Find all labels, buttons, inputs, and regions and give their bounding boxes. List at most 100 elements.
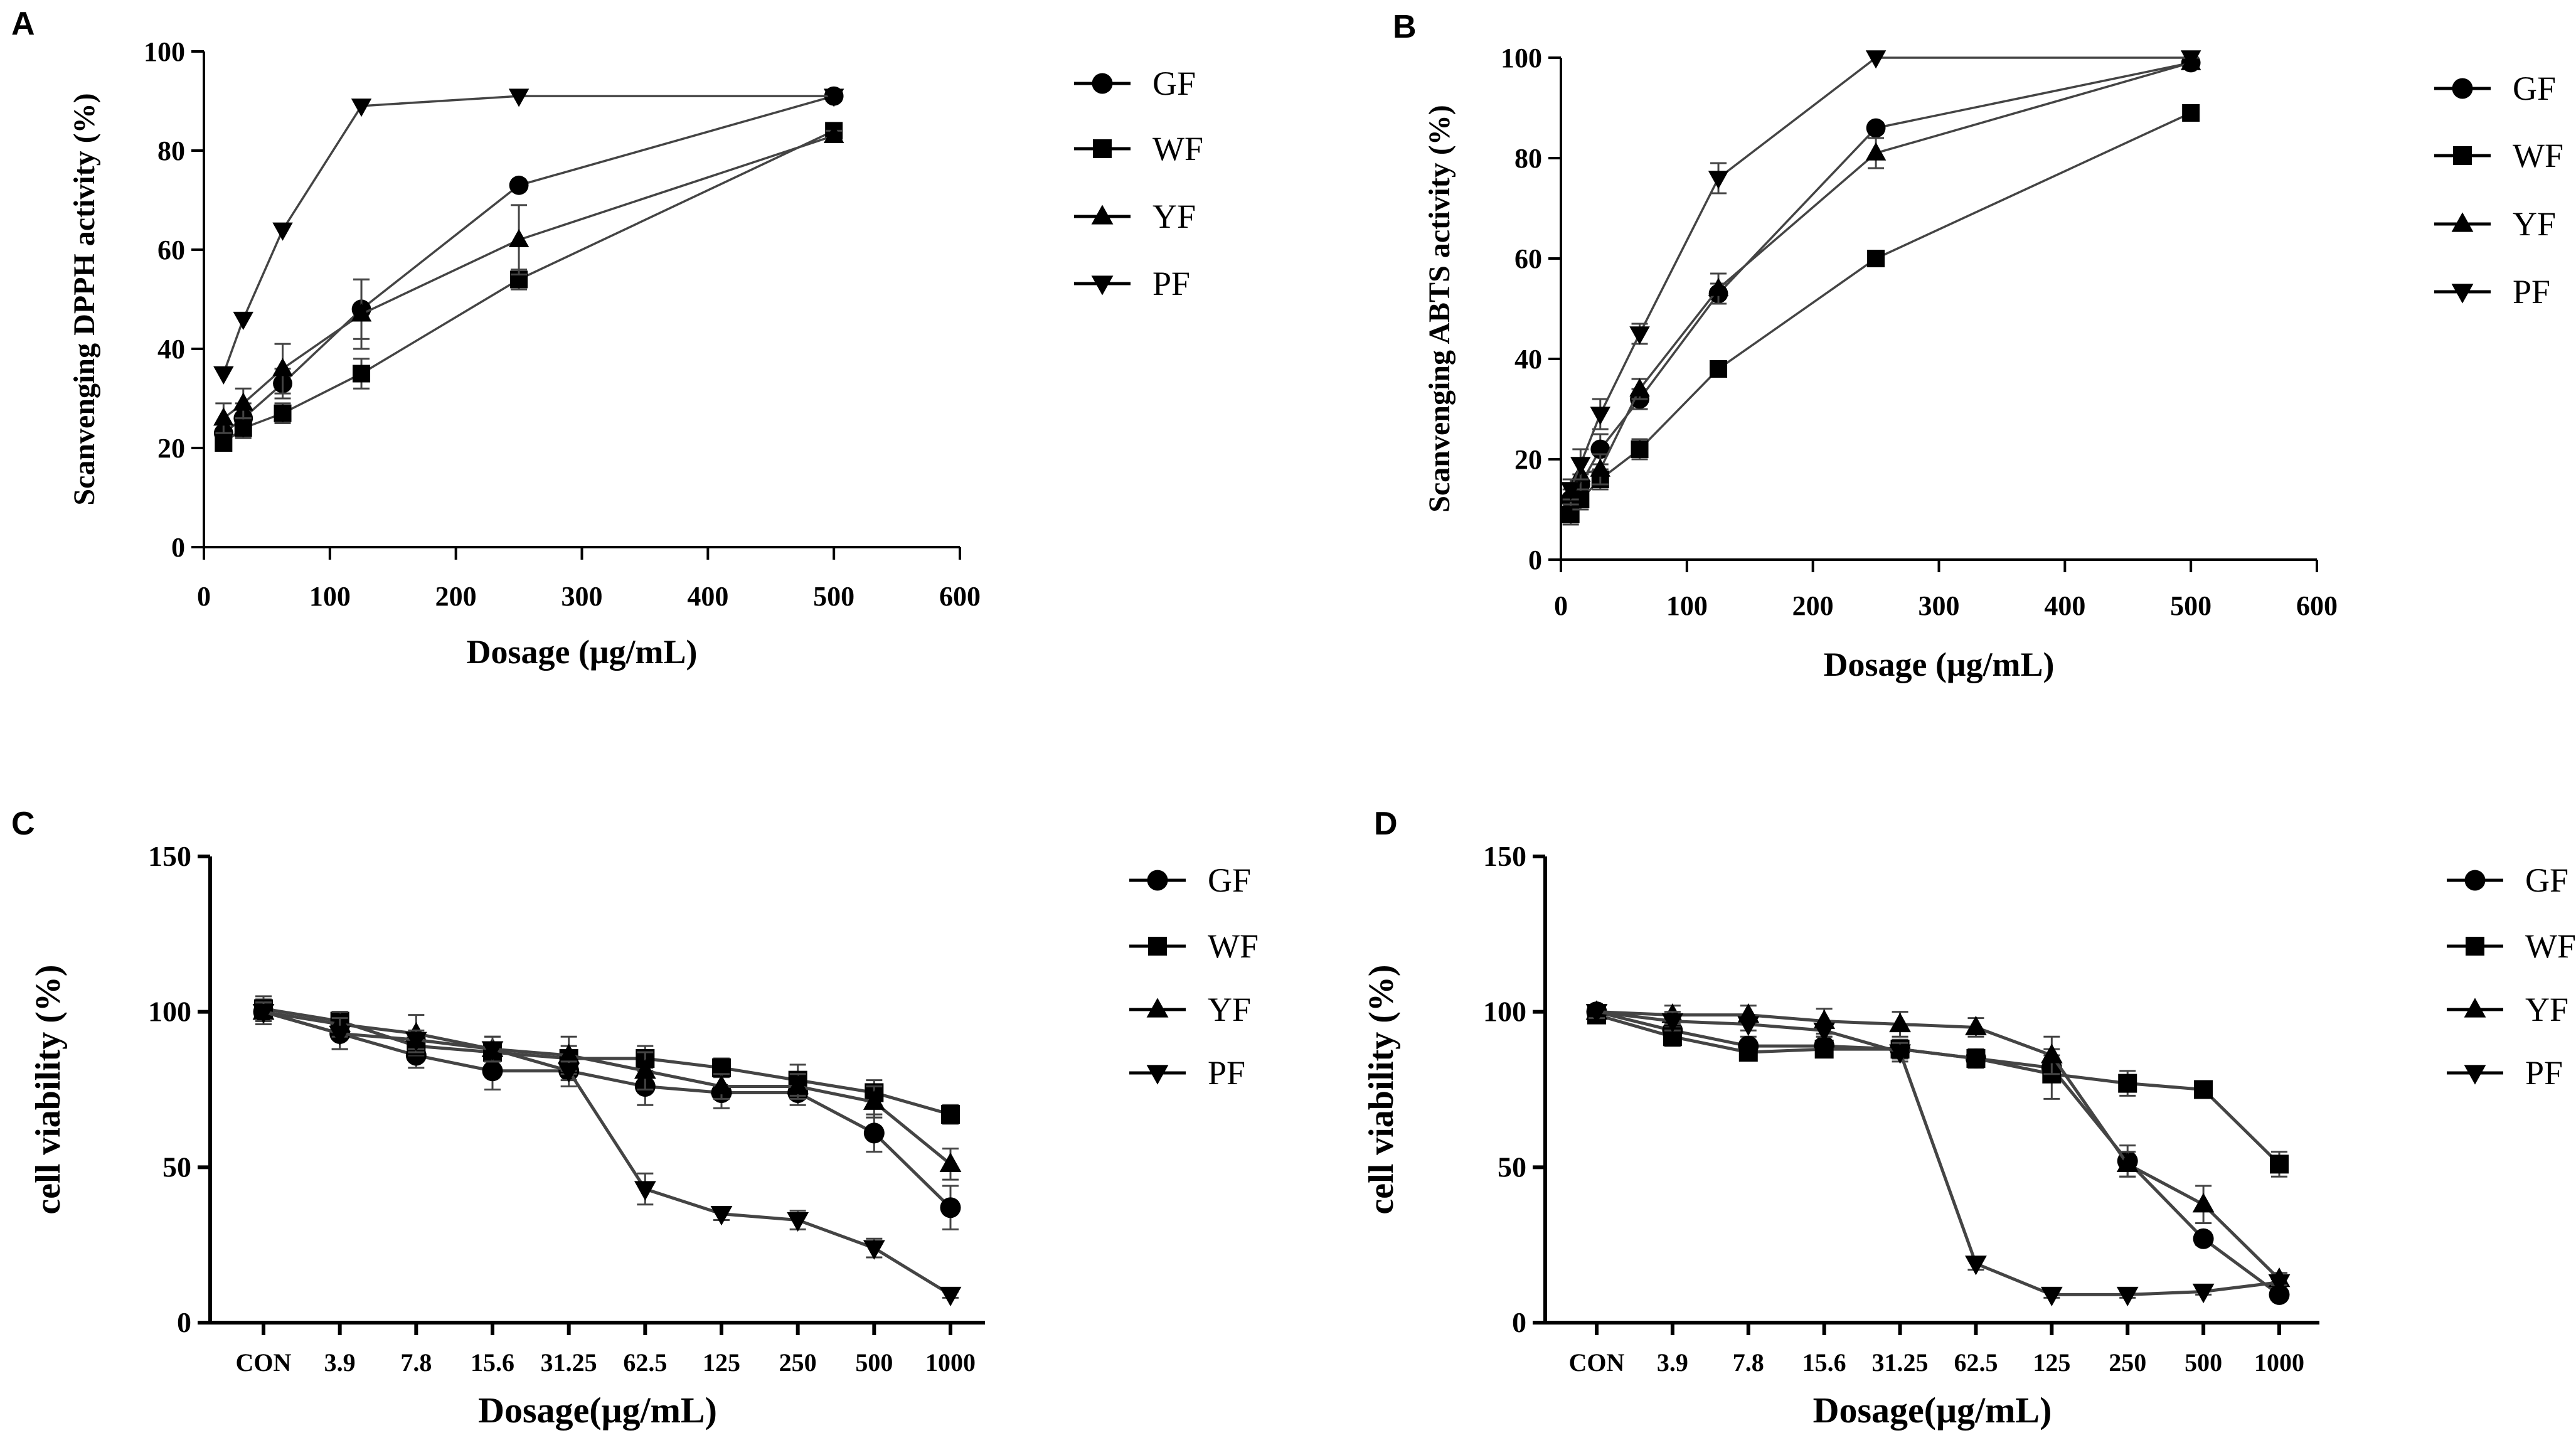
series-line: [1596, 1010, 2281, 1281]
x-tick-label: 62.5: [1954, 1348, 1998, 1377]
legend-marker: [2464, 870, 2486, 891]
data-point: [558, 1063, 580, 1083]
y-tick-label: 100: [144, 36, 185, 67]
data-point: [213, 407, 234, 426]
y-tick-label: 80: [157, 136, 185, 166]
data-point: [1710, 360, 1728, 378]
y-tick-label: 60: [157, 235, 185, 265]
x-axis-label: Dosage(μg/mL): [478, 1390, 717, 1431]
data-point: [215, 434, 233, 452]
data-point: [1865, 142, 1887, 161]
y-tick-label: 80: [1514, 143, 1542, 174]
legend-marker: [1148, 937, 1167, 956]
y-tick-label: 40: [1514, 344, 1542, 375]
x-axis-label: Dosage(μg/mL): [1813, 1390, 2052, 1431]
y-tick-label: 50: [162, 1151, 191, 1183]
legend-label: PF: [1152, 265, 1190, 302]
data-point: [823, 124, 844, 144]
legend-marker: [1146, 1065, 1169, 1085]
x-tick-label: 250: [779, 1348, 817, 1377]
series-line: [1570, 112, 2191, 515]
data-point: [351, 99, 372, 117]
data-point: [481, 1041, 504, 1061]
legend-label: YF: [1152, 198, 1196, 235]
data-point: [863, 1090, 885, 1110]
x-tick-label: CON: [236, 1348, 292, 1377]
series-line: [1596, 1010, 2280, 1296]
x-tick-label: 62.5: [623, 1348, 667, 1377]
x-tick-label: 15.6: [471, 1348, 514, 1377]
legend-entry-pf: PF: [1129, 1054, 1245, 1092]
legend-entry-pf: PF: [1074, 265, 1190, 302]
y-tick-label: 0: [177, 1306, 191, 1338]
series-pf: [213, 88, 844, 385]
legend-marker: [2452, 78, 2473, 99]
x-tick-label: 125: [2033, 1348, 2070, 1377]
data-point: [2118, 1074, 2137, 1093]
legend-label: WF: [2513, 137, 2563, 174]
legend-marker: [2453, 146, 2472, 165]
data-point: [634, 1181, 656, 1201]
x-tick-label: 300: [1919, 590, 1960, 621]
x-tick-label: 3.9: [324, 1348, 356, 1377]
panel-a-dpph-chart: A 0 20 40 60 80 100 0 100 200 300 400 500 600 Dosage (…: [11, 6, 1203, 671]
data-point: [2192, 1283, 2215, 1304]
y-axis-label: Scanvenging DPPH activity (%): [68, 93, 101, 505]
series-line: [263, 1010, 952, 1296]
data-point: [233, 311, 254, 330]
series-pf: [252, 1001, 962, 1307]
x-axis-label: Dosage (μg/mL): [466, 633, 697, 671]
y-axis-label: cell viability (%): [1362, 964, 1401, 1214]
data-point: [1866, 118, 1886, 138]
data-point: [1965, 1015, 1987, 1036]
x-tick-label: 600: [939, 581, 981, 612]
data-point: [1708, 277, 1729, 296]
legend-label: YF: [2513, 205, 2556, 243]
data-point: [2116, 1152, 2139, 1172]
data-point: [1661, 1013, 1684, 1033]
data-point: [2269, 1284, 2290, 1305]
data-point: [939, 1286, 962, 1307]
legend-label: GF: [2525, 861, 2568, 899]
data-point: [939, 1152, 962, 1172]
data-point: [787, 1074, 809, 1095]
legend-entry-yf: YF: [1129, 991, 1251, 1028]
series-line: [222, 95, 834, 375]
data-point: [2040, 1043, 2063, 1064]
y-tick-label: 50: [1498, 1151, 1526, 1183]
legend-marker: [2464, 998, 2486, 1018]
legend-label: PF: [1208, 1054, 1245, 1092]
y-tick-label: 20: [157, 433, 185, 464]
legend-marker: [1092, 73, 1113, 94]
y-tick-label: 0: [1512, 1306, 1526, 1338]
legend-marker: [1147, 870, 1168, 891]
x-tick-label: 200: [435, 581, 477, 612]
data-point: [252, 1004, 275, 1024]
legend-label: PF: [2525, 1054, 2563, 1092]
y-tick-label: 40: [157, 334, 185, 365]
series-wf: [215, 122, 843, 452]
legend-label: WF: [2525, 927, 2576, 965]
data-point: [863, 1240, 885, 1260]
data-point: [1562, 506, 1580, 523]
data-point: [1814, 1040, 1834, 1059]
data-point: [1865, 50, 1887, 69]
data-point: [787, 1212, 809, 1232]
x-tick-label: 500: [2185, 1348, 2222, 1377]
data-point: [1965, 1255, 1987, 1276]
data-point: [2040, 1286, 2063, 1307]
panel-letter: D: [1374, 806, 1398, 842]
data-point: [482, 1060, 503, 1082]
x-tick-label: 100: [309, 581, 351, 612]
data-point: [941, 1105, 960, 1124]
legend-marker: [2464, 1065, 2486, 1085]
y-tick-label: 150: [1483, 840, 1526, 872]
x-tick-label: 31.25: [1872, 1348, 1929, 1377]
legend-marker: [1146, 998, 1169, 1018]
data-point: [2116, 1286, 2139, 1307]
series-yf: [213, 124, 844, 434]
data-point: [2194, 1080, 2213, 1099]
series-gf: [1586, 1001, 2290, 1305]
data-point: [2192, 1193, 2215, 1213]
